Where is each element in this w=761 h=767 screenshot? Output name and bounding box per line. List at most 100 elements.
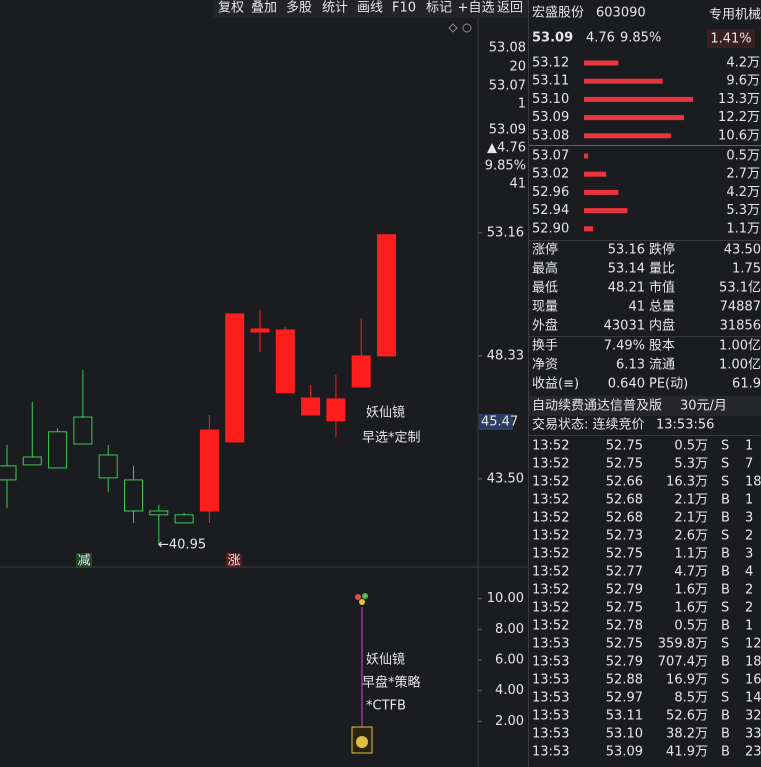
trade-side: S [721,691,729,706]
toolbar-button[interactable]: 标记 [426,1,452,16]
stat-value: 74887 [720,300,761,315]
tag-box [76,553,92,568]
stat-value: 53.1亿 [719,281,761,296]
stat-label: 现量 [532,300,558,315]
toolbar-button[interactable]: 返回 [497,1,523,16]
trade-side: B [721,511,730,526]
trade-time: 13:52 [532,619,569,634]
trade-time: 13:53 [532,637,569,652]
trade-price: 52.97 [606,691,643,706]
trade-count: 2 [745,601,753,616]
toolbar-bg [213,0,528,18]
stat-value: 7.49% [604,339,645,354]
trade-volume: 2.1万 [674,511,708,526]
stat-label: 跌停 [649,242,675,258]
book-volume: 4.2万 [726,56,760,71]
toolbar-button[interactable]: F10 [392,1,416,16]
toolbar-button[interactable]: 多股 [286,0,312,16]
trade-time: 13:52 [532,493,569,508]
stat-label: 总量 [649,300,675,315]
candle-body [174,514,194,524]
book-volume: 1.1万 [726,221,760,236]
trade-volume: 1.6万 [674,583,708,598]
trade-time: 13:53 [532,745,569,760]
stat-label: PE(动) [649,377,688,392]
axis-info: 9.85% [485,159,526,174]
candle-body [73,416,93,445]
toolbar-button[interactable]: 统计 [322,1,348,16]
trade-count: 1 [745,439,753,454]
stat-label: 市值 [649,280,675,296]
toolbar-button[interactable]: 复权 [218,0,244,16]
trade-count: 14 [745,691,761,706]
trade-volume: 5.3万 [674,457,708,472]
balloon-icon [362,593,368,599]
stat-value: 53.14 [608,262,645,277]
volume-bar [584,208,628,214]
crosshair-box [479,414,513,430]
trade-time: 13:53 [532,727,569,742]
volume-bar [584,78,663,84]
volume-bar [584,171,607,177]
trade-count: 2 [745,583,753,598]
trade-side: B [721,745,730,760]
trade-side: B [721,583,730,598]
trade-side: B [721,655,730,670]
money-bag-icon [356,736,368,748]
change-pct: 9.85% [620,31,661,46]
y-tick-label: 2.00 [495,714,524,729]
stat-label: 量比 [649,262,675,277]
stat-value: 43031 [604,319,645,334]
candle-body [326,398,346,422]
axis-info: 53.09 [489,123,526,138]
book-volume: 10.6万 [718,128,760,143]
stat-value: 61.9 [732,377,761,392]
ticker-price: 30元/月 [680,399,727,414]
trade-time: 13:53 [532,709,569,724]
axis-info: 20 [509,60,526,75]
trade-time: 13:52 [532,439,569,454]
trade-side: S [721,457,729,472]
trade-time: 13:52 [532,511,569,526]
candle-body [275,329,295,394]
book-price: 53.10 [532,92,569,107]
candle-body [225,313,245,443]
candle-body [250,328,270,333]
icon-diamond[interactable] [448,23,458,33]
trade-time: 13:52 [532,529,569,544]
axis-info: ▲4.76 [487,141,526,156]
trade-time: 13:52 [532,583,569,598]
stat-label: 流通 [649,358,675,373]
book-price: 52.90 [532,221,569,236]
stat-label: 最高 [532,261,558,277]
annotation: *CTFB [366,699,406,714]
trade-side: S [721,529,729,544]
ticker: 自动续费通达信普及版 [532,399,662,414]
stat-label: 收益(≡) [532,377,579,392]
toolbar-button[interactable]: +自选 [458,1,495,16]
trade-volume: 359.8万 [658,637,708,652]
trade-volume: 41.9万 [666,745,708,760]
icon-settings[interactable] [462,23,472,33]
toolbar-button[interactable]: 叠加 [251,1,277,16]
trade-count: 183 [745,655,761,670]
stat-value: 1.75 [732,262,761,277]
trade-count: 16 [745,673,761,688]
trade-side: B [721,493,730,508]
trade-volume: 4.7万 [674,565,708,580]
trade-volume: 52.6万 [666,709,708,724]
trade-time: 13:53 [532,673,569,688]
trade-time: 13:52 [532,601,569,616]
candle-body [22,456,42,466]
trade-price: 52.75 [606,601,643,616]
trade-side: B [721,619,730,634]
trade-price: 52.75 [606,457,643,472]
book-price: 52.96 [532,185,569,200]
trade-volume: 8.5万 [674,691,708,706]
volume-bar [584,226,594,232]
trade-price: 53.09 [606,745,643,760]
trade-volume: 2.1万 [674,493,708,508]
toolbar-button[interactable]: 画线 [357,1,383,16]
trade-volume: 0.5万 [674,619,708,634]
